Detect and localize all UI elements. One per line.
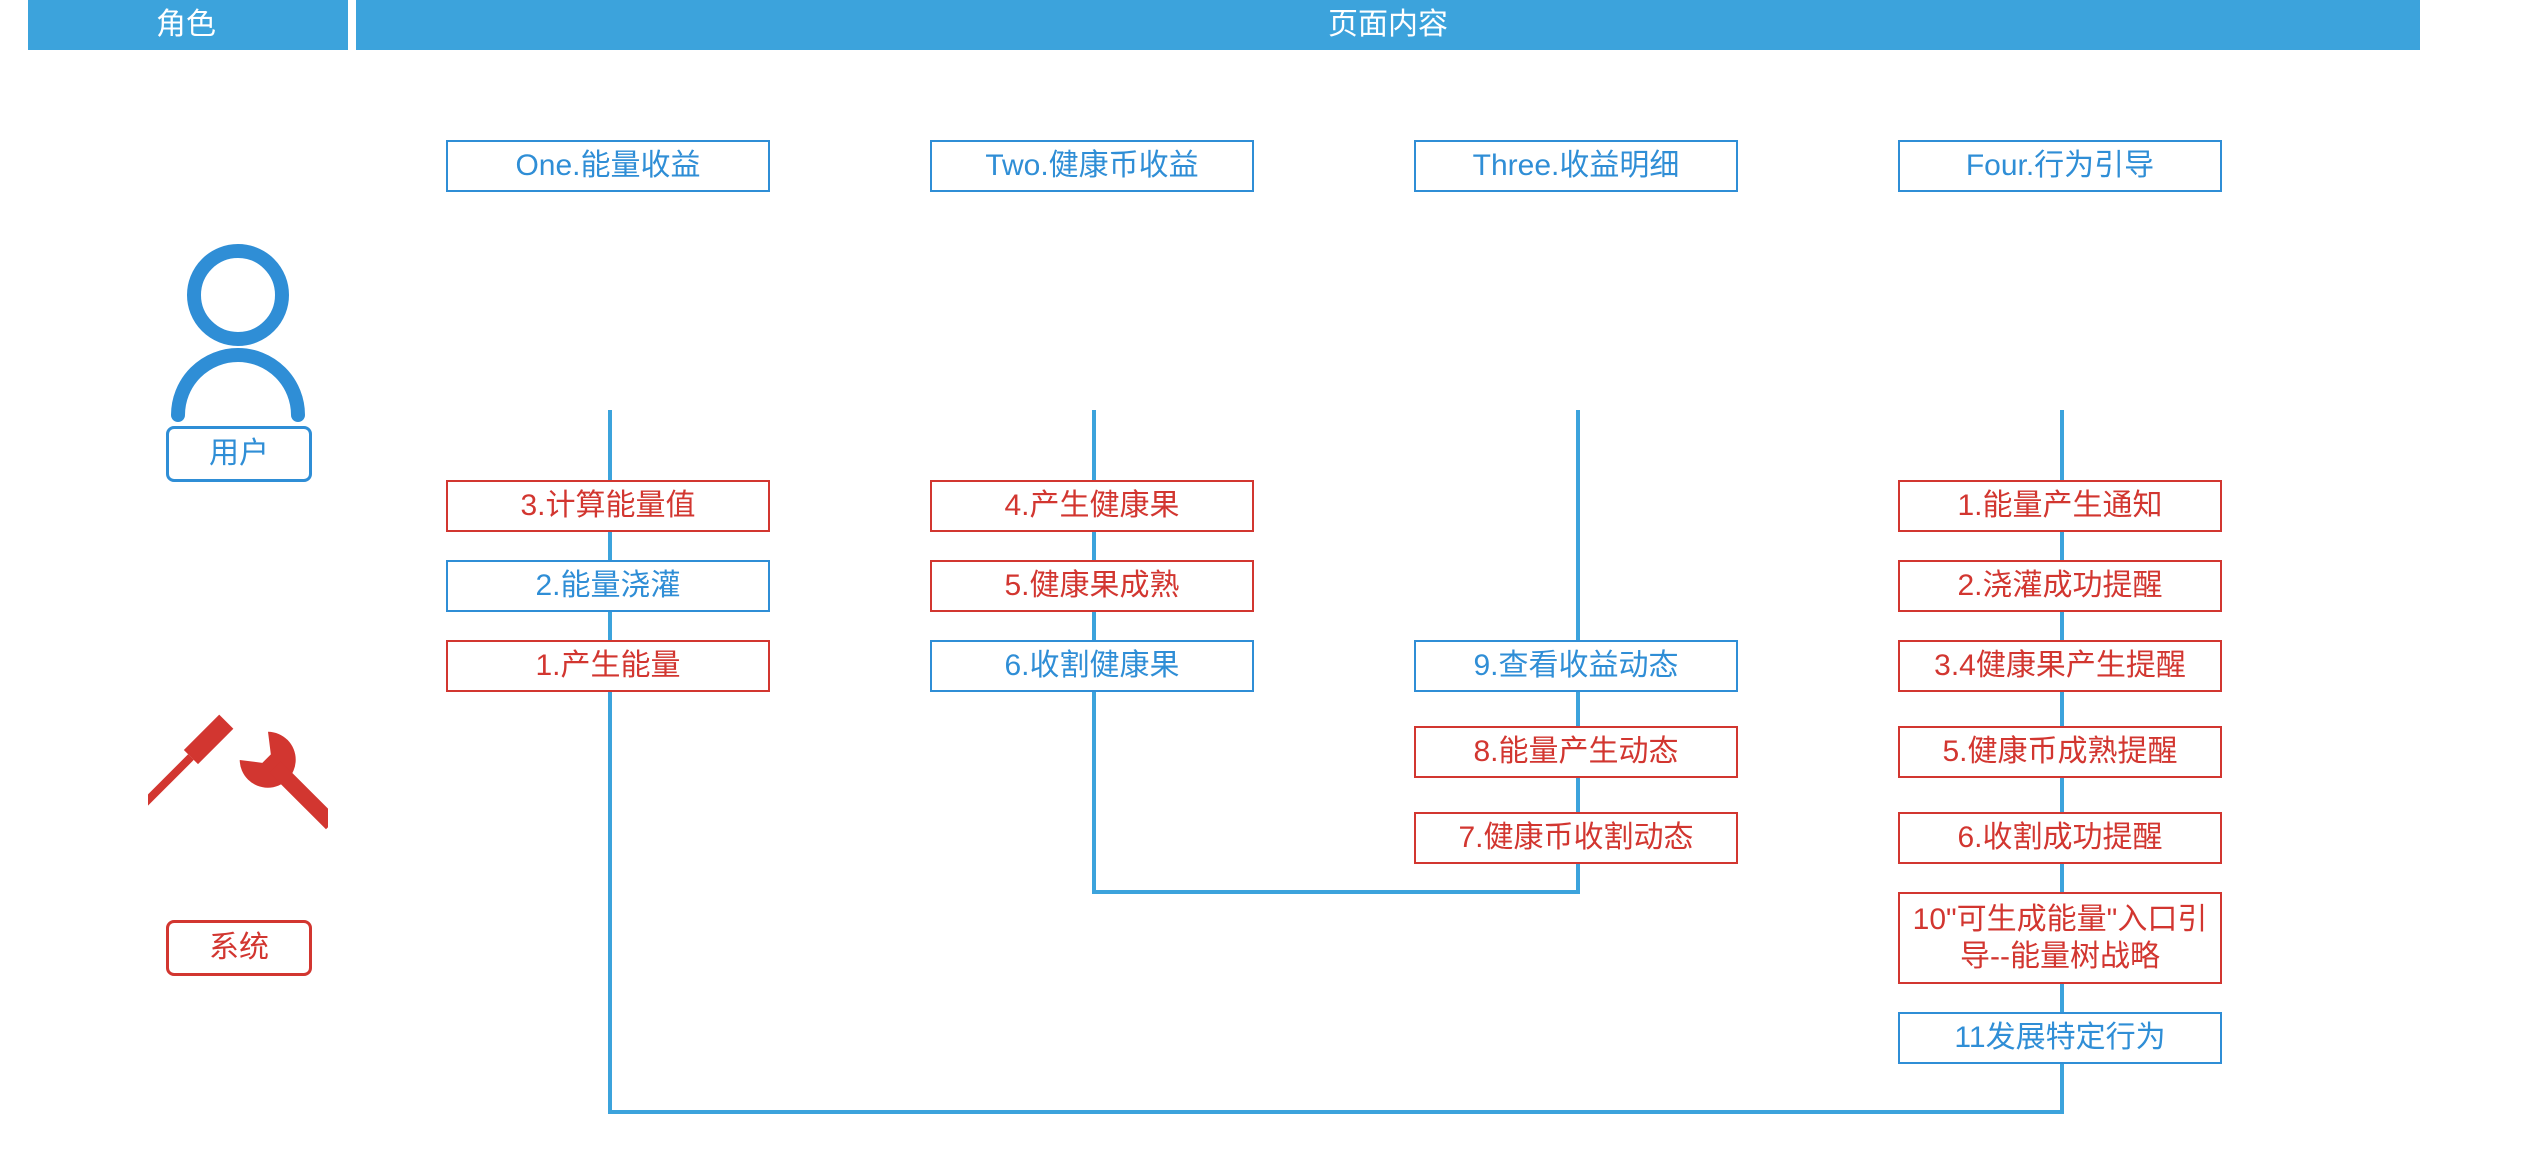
step-col4-6: 11发展特定行为	[1898, 1012, 2222, 1064]
column-header-2: Three.收益明细	[1414, 140, 1738, 192]
step-col4-2: 3.4健康果产生提醒	[1898, 640, 2222, 692]
step-col3-0: 9.查看收益动态	[1414, 640, 1738, 692]
role-system-label: 系统	[166, 920, 312, 976]
step-col2-2: 6.收割健康果	[930, 640, 1254, 692]
column-header-1: Two.健康币收益	[930, 140, 1254, 192]
connector-seg	[608, 1110, 2064, 1114]
step-col4-3: 5.健康币成熟提醒	[1898, 726, 2222, 778]
tools-icon	[148, 700, 328, 880]
step-col4-0: 1.能量产生通知	[1898, 480, 2222, 532]
connector-seg	[1092, 890, 1580, 894]
step-col3-1: 8.能量产生动态	[1414, 726, 1738, 778]
step-col2-0: 4.产生健康果	[930, 480, 1254, 532]
step-col3-2: 7.健康币收割动态	[1414, 812, 1738, 864]
step-col1-1: 2.能量浇灌	[446, 560, 770, 612]
step-col1-0: 3.计算能量值	[446, 480, 770, 532]
step-col4-5: 10"可生成能量"入口引导--能量树战略	[1898, 892, 2222, 984]
step-col2-1: 5.健康果成熟	[930, 560, 1254, 612]
step-col4-1: 2.浇灌成功提醒	[1898, 560, 2222, 612]
user-icon	[158, 235, 318, 435]
column-header-0: One.能量收益	[446, 140, 770, 192]
step-col1-2: 1.产生能量	[446, 640, 770, 692]
header-label-role: 角色	[126, 0, 246, 50]
step-col4-4: 6.收割成功提醒	[1898, 812, 2222, 864]
header-label-content: 页面内容	[1268, 0, 1508, 50]
column-header-3: Four.行为引导	[1898, 140, 2222, 192]
role-user-label: 用户	[166, 426, 312, 482]
